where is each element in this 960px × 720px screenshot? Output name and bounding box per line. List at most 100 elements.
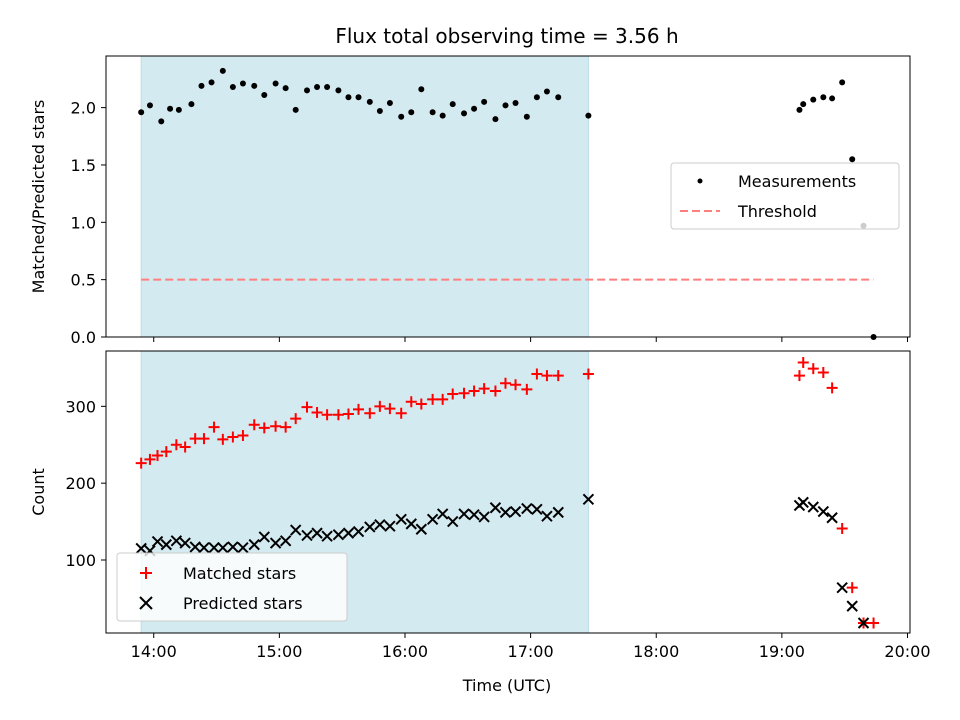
legend-label: Matched stars <box>183 564 296 583</box>
measurement-point <box>272 80 279 87</box>
matched-star-point <box>342 408 354 420</box>
matched-star-point <box>552 370 564 382</box>
predicted-star-point <box>509 505 522 518</box>
matched-star-point <box>179 441 191 453</box>
predicted-star-point <box>395 513 407 525</box>
y-tick-label: 1.5 <box>71 156 96 175</box>
measurement-point <box>429 109 436 116</box>
predicted-star-point <box>458 508 470 520</box>
measurement-point <box>366 98 373 105</box>
predicted-star-point <box>426 513 439 525</box>
measurement-point <box>800 101 807 108</box>
measurement-point <box>304 87 310 94</box>
predicted-star-point <box>478 511 490 523</box>
legend-predicted-marker <box>139 596 153 610</box>
legend-label: Threshold <box>737 202 817 221</box>
predicted-star-point <box>269 537 282 549</box>
matched-star-point <box>793 370 805 382</box>
predicted-star-point <box>227 541 239 553</box>
measurement-point <box>175 106 182 113</box>
predicted-star-point <box>846 600 858 612</box>
matched-star-point <box>846 582 858 594</box>
matched-star-point <box>437 393 449 405</box>
legend-measurement-marker <box>697 178 703 184</box>
measurement-point <box>796 106 803 113</box>
matched-star-point <box>384 403 396 415</box>
predicted-star-point <box>468 508 480 521</box>
matched-star-point <box>478 383 490 395</box>
matched-star-point <box>170 439 182 451</box>
predicted-star-point <box>352 525 365 538</box>
matched-star-point <box>290 413 302 425</box>
x-tick-label: 14:00 <box>131 642 177 661</box>
measurement-point <box>345 94 352 101</box>
predicted-star-point <box>179 537 191 549</box>
measurement-point <box>849 156 856 163</box>
matched-star-point <box>807 363 819 375</box>
measurement-point <box>449 101 456 108</box>
legend-matched-marker <box>140 567 152 579</box>
measurement-point <box>335 87 342 94</box>
measurement-point <box>146 102 153 109</box>
measurement-point <box>167 105 174 112</box>
measurement-point <box>208 79 215 86</box>
predicted-star-point <box>258 531 270 543</box>
predicted-star-point <box>552 506 564 519</box>
matched-star-point <box>521 383 533 395</box>
predicted-star-point <box>836 581 848 594</box>
predicted-star-point <box>541 510 553 522</box>
matched-star-point <box>541 370 553 382</box>
predicted-star-point <box>797 496 809 509</box>
matched-star-point <box>405 396 417 408</box>
predicted-star-point <box>807 501 819 513</box>
predicted-star-point <box>217 542 229 554</box>
legend-label: Measurements <box>738 172 856 191</box>
measurement-point <box>324 83 331 90</box>
matched-star-point <box>227 431 239 443</box>
matched-star-point <box>868 617 880 629</box>
measurement-point <box>492 116 499 123</box>
y-axis-label: Matched/Predicted stars <box>29 100 48 294</box>
matched-star-point <box>797 357 809 369</box>
predicted-star-point <box>170 535 183 547</box>
measurement-point <box>158 118 165 125</box>
matched-star-point <box>311 406 323 418</box>
predicted-star-point <box>342 527 355 539</box>
measurement-point <box>523 113 530 120</box>
x-axis-label: Time (UTC) <box>462 676 551 695</box>
measurement-point <box>229 83 236 90</box>
x-tick-label: 15:00 <box>256 642 302 661</box>
measurement-point <box>239 80 246 87</box>
predicted-star-point <box>208 542 220 554</box>
legend-box <box>670 162 900 230</box>
matched-star-point <box>499 377 511 389</box>
matched-star-point <box>582 368 594 380</box>
measurement-point <box>533 94 540 101</box>
predicted-star-point <box>582 493 595 506</box>
matched-star-point <box>489 385 501 397</box>
predicted-star-point <box>289 524 302 536</box>
predicted-star-point <box>384 520 396 532</box>
predicted-star-point <box>405 518 417 530</box>
predicted-star-point <box>151 535 164 548</box>
measurement-point <box>138 109 145 116</box>
matched-star-point <box>270 420 282 432</box>
predicted-star-point <box>198 542 210 554</box>
y-tick-label: 2.0 <box>71 99 96 118</box>
matched-star-point <box>280 421 292 433</box>
measurement-point <box>502 102 509 109</box>
measurement-point <box>839 79 846 86</box>
matched-star-point <box>237 430 249 442</box>
measurement-point <box>439 112 446 119</box>
measurement-point <box>820 94 827 101</box>
measurement-point <box>386 100 393 107</box>
measurement-point <box>543 88 550 95</box>
y-tick-label: 0.0 <box>71 328 96 347</box>
predicted-star-point <box>160 538 173 551</box>
predicted-star-point <box>415 523 428 535</box>
matched-star-point <box>198 433 210 445</box>
predicted-star-point <box>248 538 260 551</box>
matched-star-point <box>301 401 313 413</box>
matched-star-point <box>531 368 543 380</box>
predicted-star-point <box>279 535 292 547</box>
